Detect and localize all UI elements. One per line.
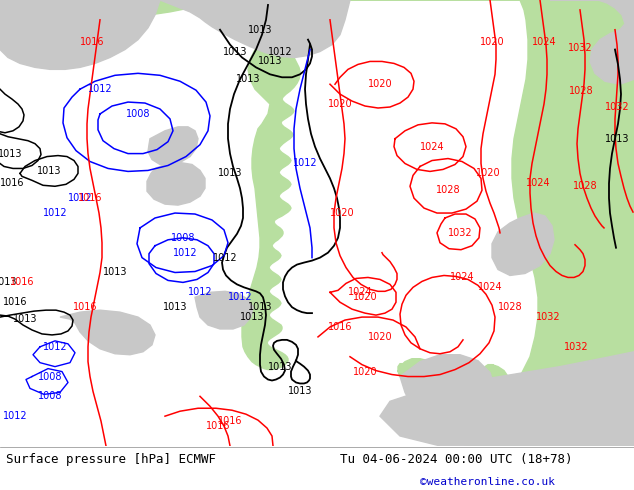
Text: 1020: 1020 [480,37,504,47]
Text: 1028: 1028 [569,86,593,96]
Text: 1008: 1008 [126,109,150,119]
Text: 1032: 1032 [564,342,588,352]
Text: 1020: 1020 [368,79,392,89]
Text: 1024: 1024 [347,287,372,297]
Text: 1016: 1016 [328,322,353,332]
Polygon shape [147,163,205,205]
Text: 1013: 1013 [268,362,292,371]
Text: 1012: 1012 [188,287,212,297]
Text: 1028: 1028 [436,185,460,195]
Text: Surface pressure [hPa] ECMWF: Surface pressure [hPa] ECMWF [6,453,216,466]
Text: 1016: 1016 [0,178,24,188]
Text: 1013: 1013 [103,268,127,277]
Text: 1013: 1013 [13,314,37,324]
Text: 1012: 1012 [3,411,27,421]
Text: 1024: 1024 [532,37,556,47]
Text: 1016: 1016 [217,416,242,426]
Text: 1013: 1013 [248,24,272,35]
Polygon shape [310,0,634,446]
Polygon shape [550,0,634,84]
Text: 1016: 1016 [78,193,102,203]
Text: 1016: 1016 [80,37,104,47]
Polygon shape [0,0,160,70]
Text: 1013: 1013 [0,277,17,288]
Text: 1024: 1024 [450,272,474,282]
Text: Tu 04-06-2024 00:00 UTC (18+78): Tu 04-06-2024 00:00 UTC (18+78) [340,453,573,466]
Polygon shape [286,4,312,20]
Text: 1013: 1013 [37,167,61,176]
Text: 1032: 1032 [605,102,630,112]
Text: 1013: 1013 [258,56,282,67]
Text: 1013: 1013 [236,74,260,84]
Text: 1024: 1024 [420,142,444,151]
Text: 1020: 1020 [353,367,377,377]
Text: 1016: 1016 [206,421,230,431]
Text: 1012: 1012 [42,342,67,352]
Polygon shape [60,310,155,355]
Text: 1012: 1012 [42,208,67,218]
Text: 1013: 1013 [0,148,22,159]
Text: 1013: 1013 [248,302,272,312]
Text: 1020: 1020 [328,99,353,109]
Text: 1012: 1012 [172,247,197,258]
Text: 1024: 1024 [477,282,502,293]
Text: 1008: 1008 [38,371,62,382]
Text: 1012: 1012 [228,292,252,302]
Text: 1032: 1032 [448,228,472,238]
Text: 1020: 1020 [368,332,392,342]
Text: 1012: 1012 [268,47,292,56]
Text: 1020: 1020 [353,292,377,302]
Text: 1020: 1020 [476,169,500,178]
Text: 1012: 1012 [293,158,317,169]
Text: 1012: 1012 [87,84,112,94]
Text: 1028: 1028 [573,181,597,191]
Text: 1032: 1032 [567,43,592,52]
Text: 1013: 1013 [605,134,630,144]
Text: ©weatheronline.co.uk: ©weatheronline.co.uk [420,477,555,487]
Text: 1016: 1016 [10,277,34,288]
Polygon shape [492,213,554,275]
Text: 1020: 1020 [330,208,354,218]
Polygon shape [0,0,308,369]
Text: 1024: 1024 [526,178,550,188]
Text: 1013: 1013 [163,302,187,312]
Polygon shape [148,127,198,166]
Text: 1013: 1013 [288,387,313,396]
Polygon shape [195,292,253,329]
Text: 1013: 1013 [240,312,264,322]
Polygon shape [400,355,495,428]
Text: 1008: 1008 [38,392,62,401]
Text: 1012: 1012 [212,253,237,263]
Text: 1032: 1032 [536,312,560,322]
Polygon shape [160,0,350,57]
Text: 1008: 1008 [171,233,195,243]
Text: 1016: 1016 [73,302,97,312]
Text: 1012: 1012 [68,193,93,203]
Text: 1028: 1028 [498,302,522,312]
Text: 1013: 1013 [223,47,247,56]
Polygon shape [380,352,634,446]
Text: 1013: 1013 [217,169,242,178]
Text: 1016: 1016 [3,297,27,307]
